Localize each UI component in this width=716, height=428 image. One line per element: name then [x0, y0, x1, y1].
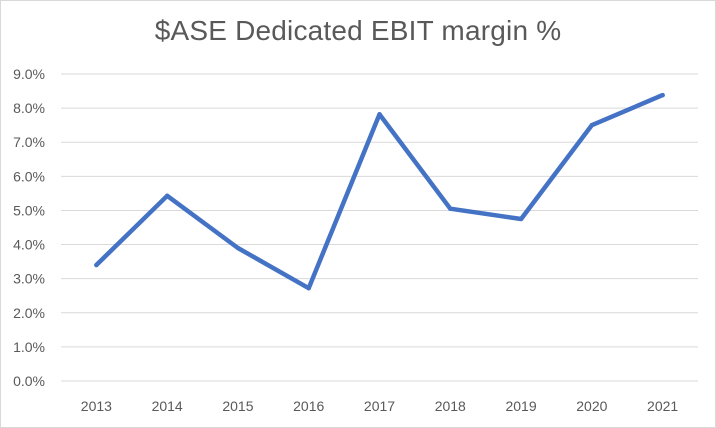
chart-title: $ASE Dedicated EBIT margin %: [154, 15, 562, 46]
series-line: [94, 92, 665, 291]
y-tick-label: 2.0%: [13, 305, 45, 321]
y-tick-label: 9.0%: [13, 66, 45, 82]
y-tick-label: 5.0%: [13, 202, 45, 218]
y-tick-label: 4.0%: [13, 237, 45, 253]
x-tick-label: 2020: [576, 398, 607, 414]
x-tick-label: 2021: [647, 398, 678, 414]
data-point: [589, 122, 595, 128]
y-tick-label: 8.0%: [13, 100, 45, 116]
x-tick-label: 2018: [435, 398, 466, 414]
y-axis-ticks: 0.0% 1.0% 2.0% 3.0% 4.0% 5.0% 6.0% 7.0% 8.0% 9.0%: [13, 66, 45, 389]
x-tick-label: 2015: [222, 398, 253, 414]
x-tick-label: 2016: [293, 398, 324, 414]
y-tick-label: 1.0%: [13, 339, 45, 355]
data-point: [660, 92, 665, 98]
x-tick-label: 2017: [364, 398, 395, 414]
data-point: [94, 262, 99, 268]
y-tick-label: 7.0%: [13, 134, 45, 150]
y-tick-label: 3.0%: [13, 271, 45, 287]
y-tick-label: 6.0%: [13, 168, 45, 184]
data-point: [377, 112, 382, 117]
data-point: [164, 193, 170, 198]
gridlines: [61, 73, 698, 382]
data-point: [448, 206, 453, 211]
data-point: [518, 216, 524, 222]
data-point: [235, 245, 241, 251]
y-tick-label: 0.0%: [13, 373, 45, 389]
x-axis-ticks: 2013 2014 2015 2016 2017 2018 2019 2020 2021: [81, 398, 679, 414]
x-tick-label: 2014: [152, 398, 183, 414]
series-layer: [94, 92, 665, 291]
x-tick-label: 2013: [81, 398, 112, 414]
data-point: [306, 286, 311, 291]
x-tick-label: 2019: [505, 398, 536, 414]
